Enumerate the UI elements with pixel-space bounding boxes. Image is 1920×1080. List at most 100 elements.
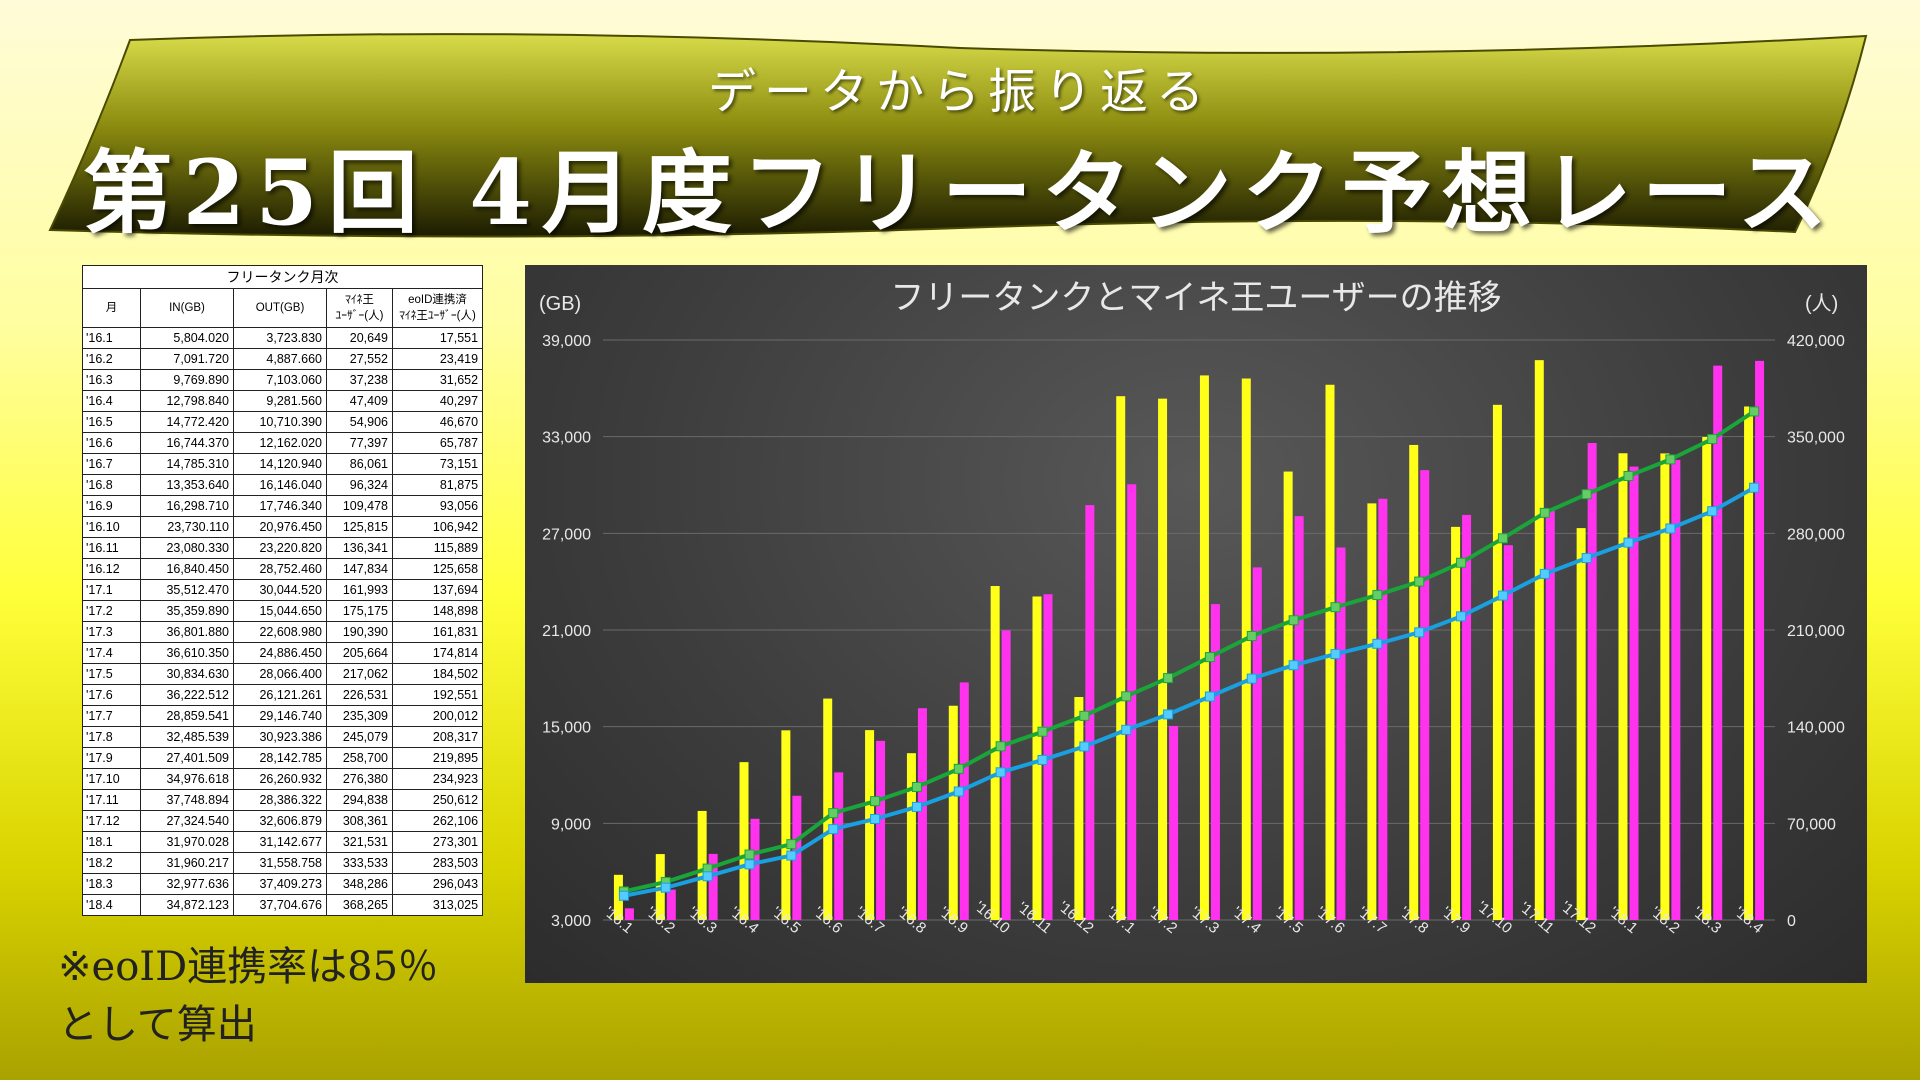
series-line [623,485,1756,898]
bar [1702,437,1712,920]
table-cell: 27,324.540 [140,810,234,832]
line-point [1330,602,1341,613]
bar [1671,459,1681,920]
bar [1325,384,1335,920]
table-cell: 31,970.028 [140,831,234,853]
table-cell: '17.12 [82,810,141,832]
table-cell: 234,923 [391,768,484,790]
table-cell: 10,710.390 [233,411,327,433]
y2-tick-label: 140,000 [1787,720,1845,737]
line-point [1623,470,1634,481]
bar [834,772,844,920]
table-cell: '16.2 [82,348,141,370]
table-cell: 217,062 [326,663,393,685]
line-point [1665,454,1676,465]
bar [1713,365,1723,920]
y-tick-label: 27,000 [542,526,591,543]
bar [1169,725,1179,920]
bar [1420,470,1430,920]
table-cell: 23,419 [391,348,484,370]
table-row: '16.4 12,798.840 9,281.560 47,409 40,297 [82,390,484,412]
table-cell: 313,025 [391,894,484,916]
table-cell: 36,801.880 [140,621,234,643]
table-cell: 106,942 [391,516,484,538]
table-cell: 37,704.676 [233,894,327,916]
bar [1210,604,1220,920]
bar [1032,596,1042,920]
line-point [1497,533,1508,544]
bar [1158,398,1168,920]
line-point [1288,660,1299,671]
table-row: '16.6 16,744.370 12,162.020 77,397 65,787 [82,432,484,454]
y2-tick-label: 350,000 [1787,430,1845,447]
table-row: '17.1 35,512.470 30,044.520 161,993 137,694 [82,579,484,601]
bar [1378,498,1388,920]
line-point [870,796,881,807]
bar [1367,503,1377,920]
table-cell: 36,610.350 [140,642,234,664]
table-cell: 125,658 [391,558,484,580]
line-point [1749,482,1760,493]
bar [750,818,760,920]
bar [1462,514,1472,920]
line-point [1163,709,1174,720]
table-cell: '17.3 [82,621,141,643]
table-cell: 47,409 [326,390,393,412]
monthly-table-panel: フリータンク月次 月 IN(GB) OUT(GB) ﾏｲﾈ王 ﾕｰｻﾞｰ(人) eoID… [81,265,484,916]
bar [1755,360,1765,920]
table-cell: 184,502 [391,663,484,685]
table-cell: '17.8 [82,726,141,748]
table-cell: 258,700 [326,747,393,769]
bar [959,682,969,920]
table-cell: '16.5 [82,411,141,433]
table-row: '16.2 7,091.720 4,887.660 27,552 23,419 [82,348,484,370]
table-cell: 9,769.890 [140,369,234,391]
table-cell: '17.4 [82,642,141,664]
table-row: '16.11 23,080.330 23,220.820 136,341 115,889 [82,537,484,559]
table-cell: 34,976.618 [140,768,234,790]
table-cell: 22,608.980 [233,621,327,643]
bar [990,586,1000,920]
table-cell: 136,341 [326,537,393,559]
table-row: '16.12 16,840.450 28,752.460 147,834 125,658 [82,558,484,580]
table-cell: '17.1 [82,579,141,601]
line-point [1037,726,1048,737]
bar [1283,471,1293,920]
line-point [995,767,1006,778]
table-cell: 31,960.217 [140,852,234,874]
table-cell: 262,106 [391,810,484,832]
table-cell: 175,175 [326,600,393,622]
table-cell: 28,752.460 [233,558,327,580]
table-row: '17.12 27,324.540 32,606.879 308,361 262,106 [82,810,484,832]
bar [1127,484,1137,920]
table-cell: 3,723.830 [233,327,327,349]
table-cell: 148,898 [391,600,484,622]
table-cell: 16,146.040 [233,474,327,496]
table-cell: 37,238 [326,369,393,391]
table-cell: 77,397 [326,432,393,454]
table-cell: 20,649 [326,327,393,349]
table-cell: 23,220.820 [233,537,327,559]
table-cell: 32,606.879 [233,810,327,832]
table-row: '16.1 5,804.020 3,723.830 20,649 17,551 [82,327,484,349]
table-row: '18.4 34,872.123 37,704.676 368,265 313,025 [82,894,484,916]
table-cell: 28,066.400 [233,663,327,685]
table-cell: '17.5 [82,663,141,685]
y2-tick-label: 0 [1787,913,1796,930]
table-row: '17.8 32,485.539 30,923.386 245,079 208,317 [82,726,484,748]
table-cell: '17.9 [82,747,141,769]
line-point [1539,507,1550,518]
table-row: '18.1 31,970.028 31,142.677 321,531 273,301 [82,831,484,853]
bar [1503,545,1513,920]
y-tick-label: 21,000 [542,623,591,640]
table-cell: 192,551 [391,684,484,706]
table-cell: 14,120.940 [233,453,327,475]
table-cell: 9,281.560 [233,390,327,412]
y-tick-layer: 3,000 9,000 15,000 21,000 27,000 33,000 39,000 [542,333,591,930]
grid-layer [603,339,1775,921]
table-cell: '18.4 [82,894,141,916]
table-cell: 23,080.330 [140,537,234,559]
line-point [744,849,755,860]
line-point [1121,691,1132,702]
line-point [618,890,629,901]
